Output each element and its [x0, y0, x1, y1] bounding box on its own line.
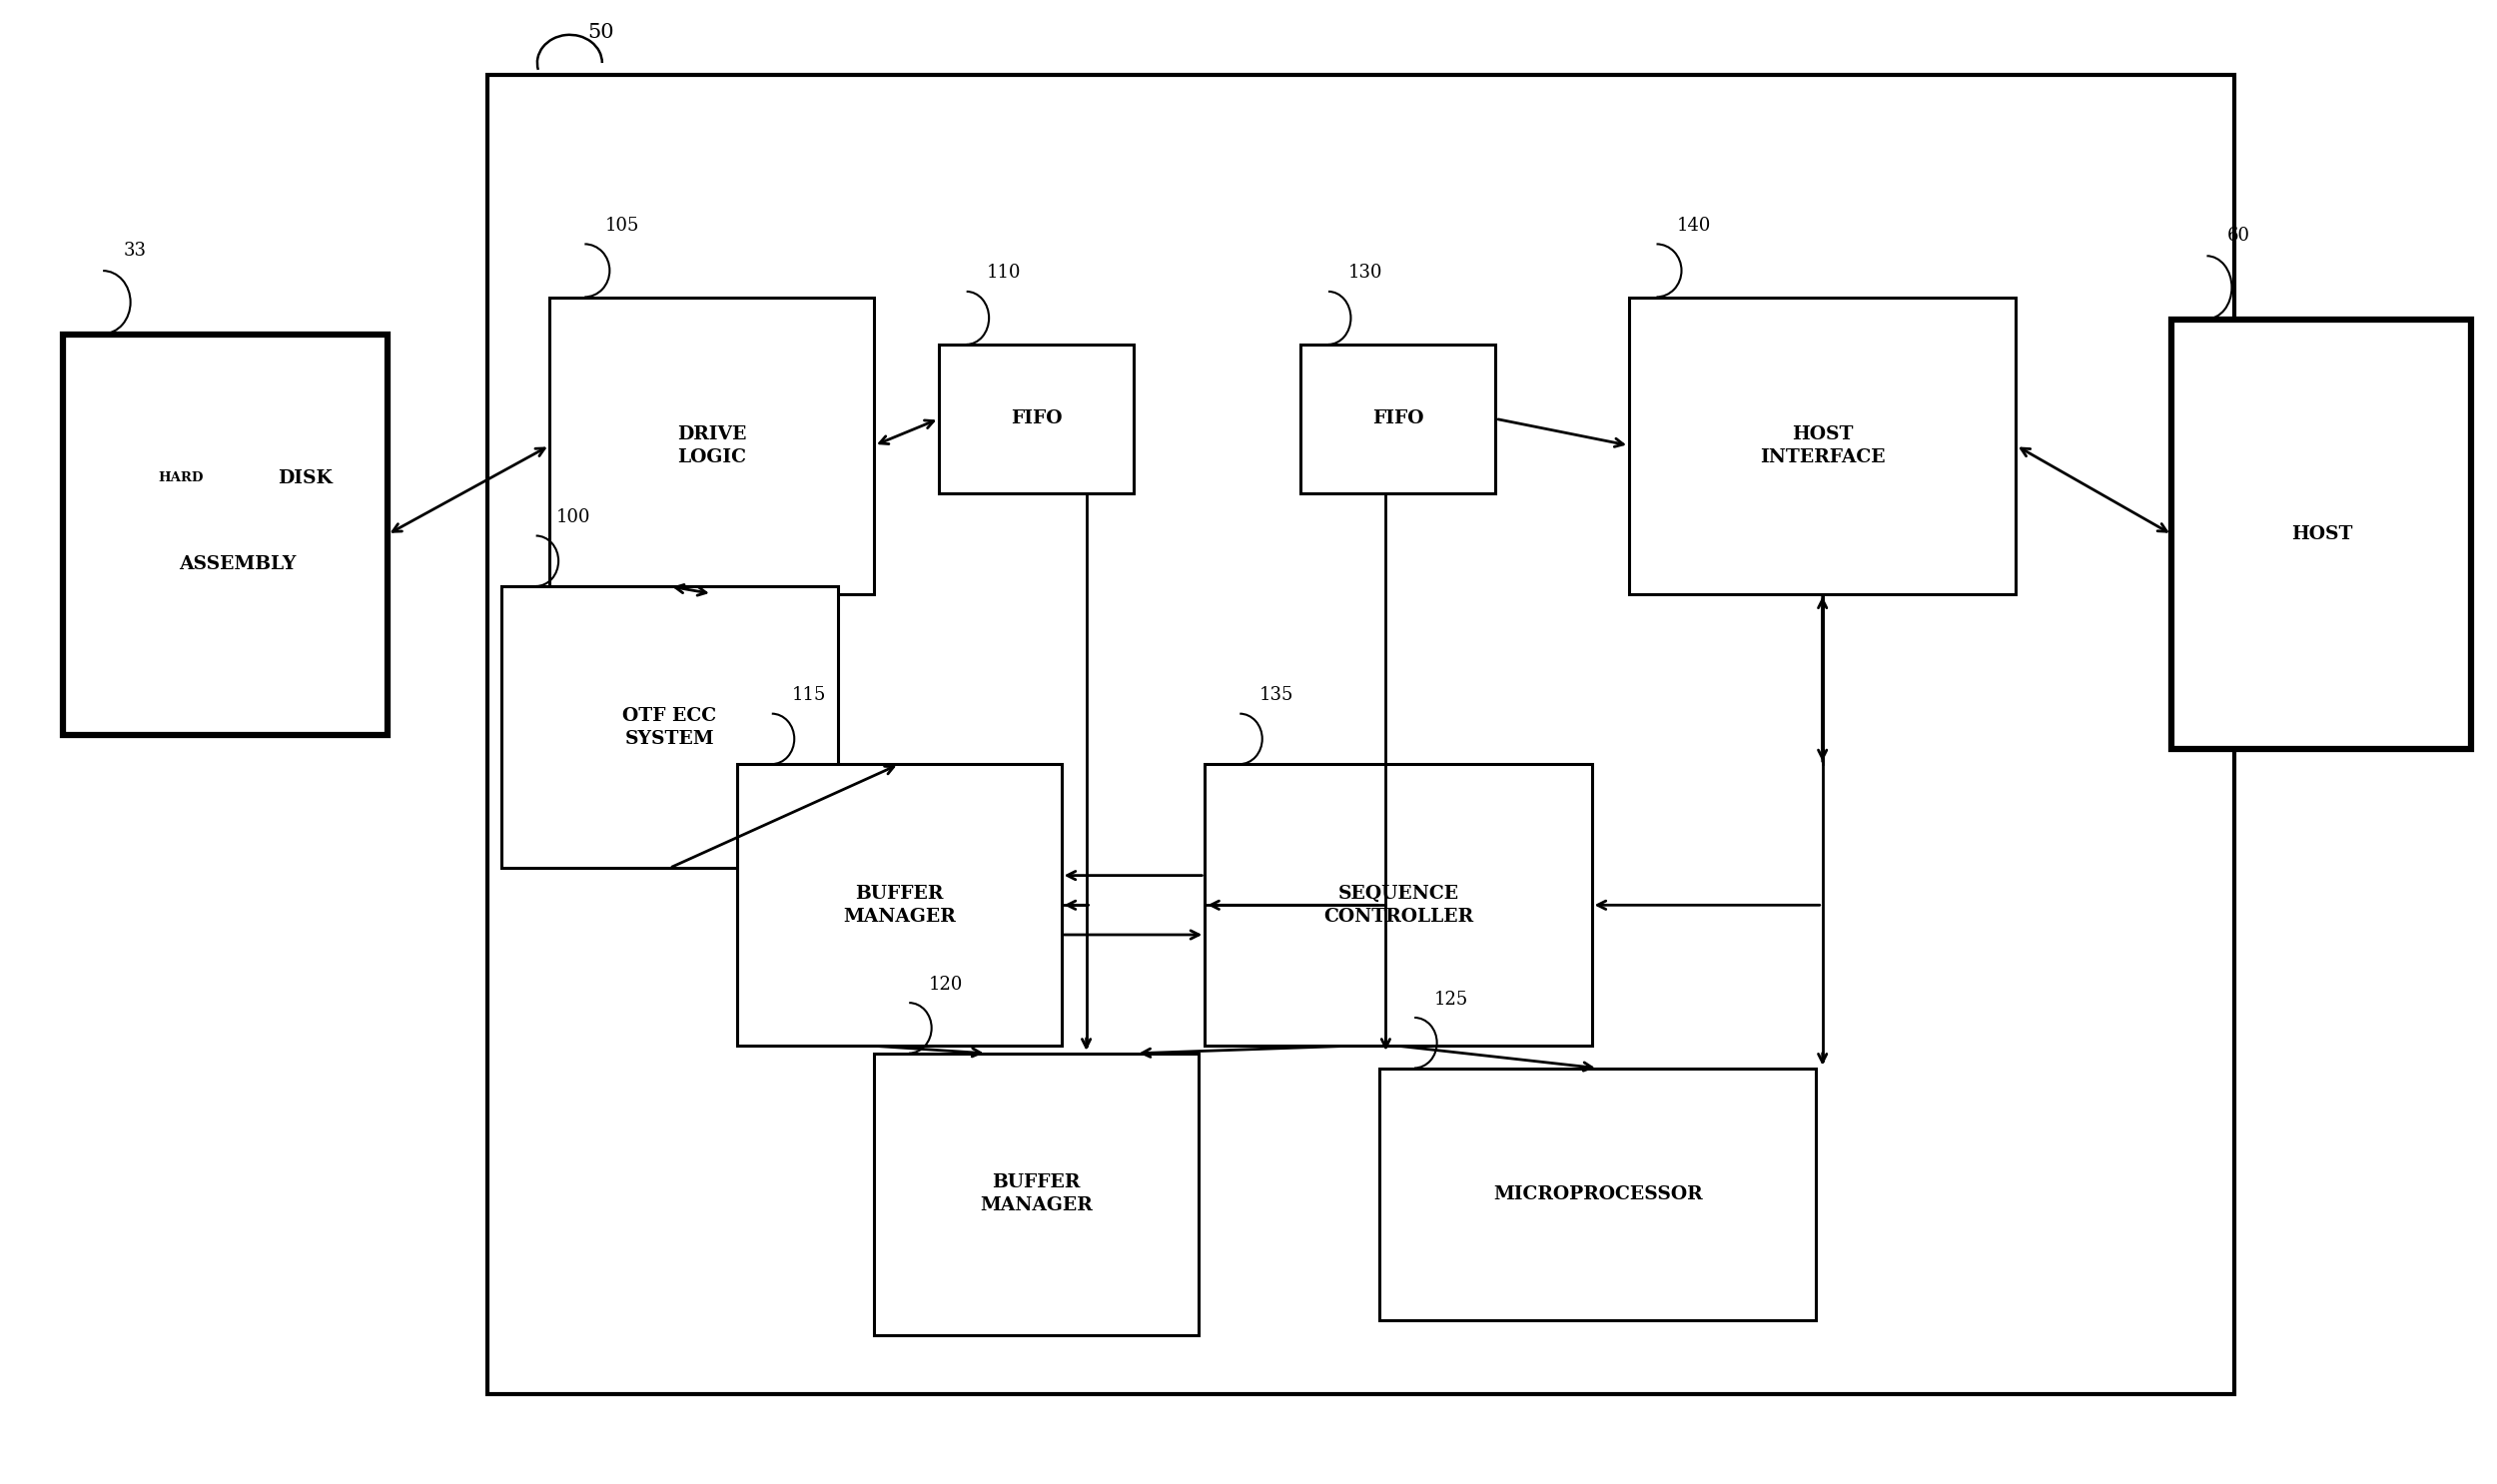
Text: 120: 120	[929, 975, 964, 994]
Text: BUFFER
MANAGER: BUFFER MANAGER	[844, 884, 956, 926]
Text: 125: 125	[1433, 990, 1468, 1009]
Text: 110: 110	[986, 264, 1021, 282]
Bar	[1206, 764, 1591, 1046]
Text: ASSEMBLY: ASSEMBLY	[180, 555, 297, 573]
Text: SEQUENCE
CONTROLLER: SEQUENCE CONTROLLER	[1323, 884, 1473, 926]
Text: DRIVE
LOGIC: DRIVE LOGIC	[677, 424, 747, 466]
Text: 135: 135	[1258, 687, 1293, 705]
Text: FIFO: FIFO	[1011, 410, 1061, 427]
Text: BUFFER
MANAGER: BUFFER MANAGER	[979, 1174, 1094, 1214]
Text: MICROPROCESSOR: MICROPROCESSOR	[1493, 1186, 1703, 1204]
Text: FIFO: FIFO	[1373, 410, 1423, 427]
Text: 100: 100	[557, 509, 589, 527]
Text: 130: 130	[1348, 264, 1383, 282]
Bar	[1378, 1068, 1815, 1321]
Bar	[1628, 297, 2015, 594]
Bar	[1301, 344, 1496, 493]
Text: HOST
INTERFACE: HOST INTERFACE	[1760, 424, 1885, 466]
Text: DISK: DISK	[277, 469, 332, 487]
Text: 105: 105	[604, 217, 639, 234]
Text: 60: 60	[2227, 227, 2250, 245]
Bar	[939, 344, 1134, 493]
Bar	[874, 1054, 1199, 1336]
Text: 140: 140	[1675, 217, 1710, 234]
Text: 50: 50	[587, 22, 614, 42]
Bar	[62, 334, 387, 735]
Bar	[2172, 319, 2472, 749]
Text: 115: 115	[792, 687, 827, 705]
Bar	[549, 297, 874, 594]
Text: HOST: HOST	[2290, 525, 2352, 543]
Text: 33: 33	[122, 242, 145, 260]
Bar	[502, 586, 839, 868]
Text: HARD: HARD	[157, 472, 202, 485]
Text: OTF ECC
SYSTEM: OTF ECC SYSTEM	[622, 706, 717, 748]
Bar	[737, 764, 1061, 1046]
Bar	[487, 74, 2235, 1395]
